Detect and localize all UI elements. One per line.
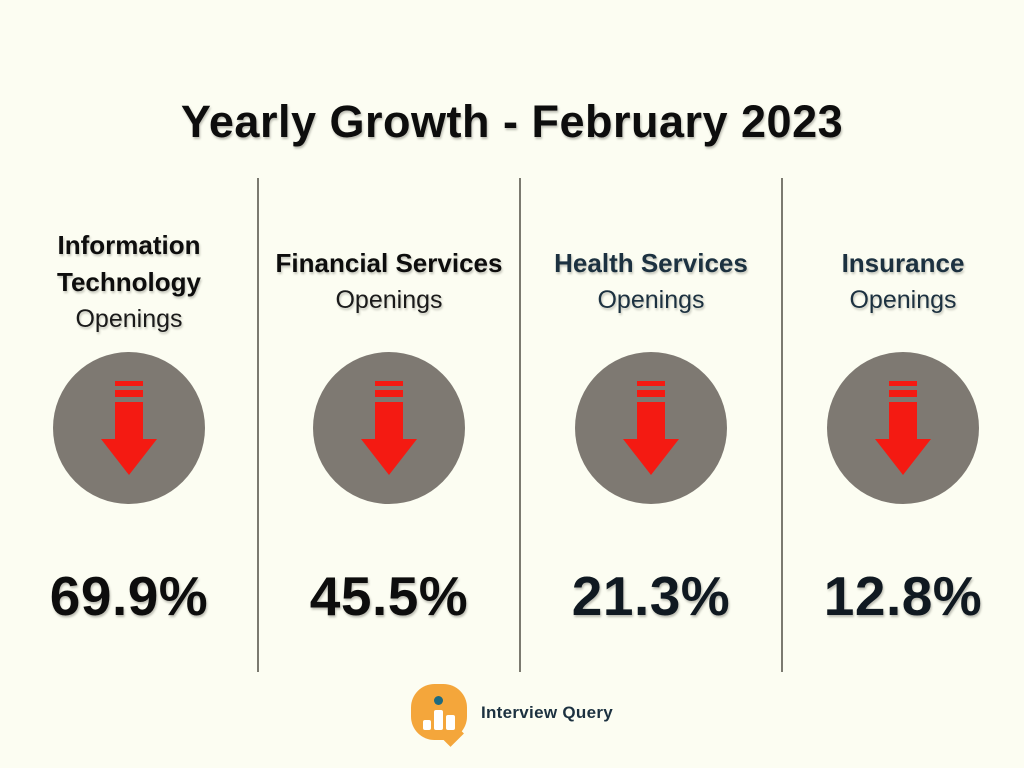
arrow-shaft (115, 402, 143, 439)
down-arrow-icon (875, 381, 931, 475)
arrow-dash (115, 381, 143, 386)
category-column-insurance: Insurance Openings 12.8% (782, 200, 1024, 672)
arrow-dash (637, 390, 665, 397)
growth-value: 69.9% (49, 565, 209, 627)
arrow-shaft (375, 402, 403, 439)
category-header: Financial Services Openings (258, 218, 520, 346)
logo-dot-icon (433, 696, 443, 705)
arrow-head (361, 439, 417, 475)
category-subtitle: Openings (75, 304, 183, 333)
arrow-head (875, 439, 931, 475)
category-subtitle: Openings (597, 286, 705, 314)
column-divider (257, 178, 259, 672)
category-subtitle: Openings (335, 286, 443, 314)
arrow-dash (889, 381, 917, 386)
category-column-health-services: Health Services Openings 21.3% (520, 200, 782, 672)
category-title: Health Services (554, 248, 748, 278)
trend-badge (575, 352, 727, 504)
category-subtitle: Openings (849, 286, 957, 314)
arrow-dash (375, 381, 403, 386)
growth-value: 12.8% (823, 565, 983, 627)
growth-value: 21.3% (571, 565, 731, 627)
arrow-dash (889, 390, 917, 397)
column-divider (519, 178, 521, 672)
arrow-dash (637, 381, 665, 386)
column-divider (781, 178, 783, 672)
arrow-head (101, 439, 157, 475)
bar-chart-icon (433, 710, 443, 730)
down-arrow-icon (101, 381, 157, 475)
down-arrow-icon (361, 381, 417, 475)
down-arrow-icon (623, 381, 679, 475)
brand-footer: Interview Query (0, 684, 1024, 752)
category-header: Insurance Openings (782, 218, 1024, 346)
arrow-shaft (637, 402, 665, 439)
category-column-financial-services: Financial Services Openings 45.5% (258, 200, 520, 672)
arrow-shaft (889, 402, 917, 439)
bar-chart-icon (445, 715, 455, 730)
arrow-dash (115, 390, 143, 397)
trend-badge (827, 352, 979, 504)
arrow-head (623, 439, 679, 475)
category-column-information-technology: Information Technology Openings 69.9% (0, 200, 258, 672)
category-title: Information Technology (57, 229, 201, 297)
page-title: Yearly Growth - February 2023 (180, 96, 844, 147)
trend-badge (53, 352, 205, 504)
growth-value: 45.5% (309, 565, 469, 627)
arrow-dash (375, 390, 403, 397)
category-title: Financial Services (275, 248, 503, 278)
brand-name: Interview Query (480, 703, 614, 722)
category-title: Insurance (841, 248, 965, 278)
category-header: Health Services Openings (520, 218, 782, 346)
bar-chart-icon (422, 720, 431, 730)
interview-query-logo-icon (410, 684, 469, 752)
category-header: Information Technology Openings (0, 218, 258, 346)
trend-badge (313, 352, 465, 504)
